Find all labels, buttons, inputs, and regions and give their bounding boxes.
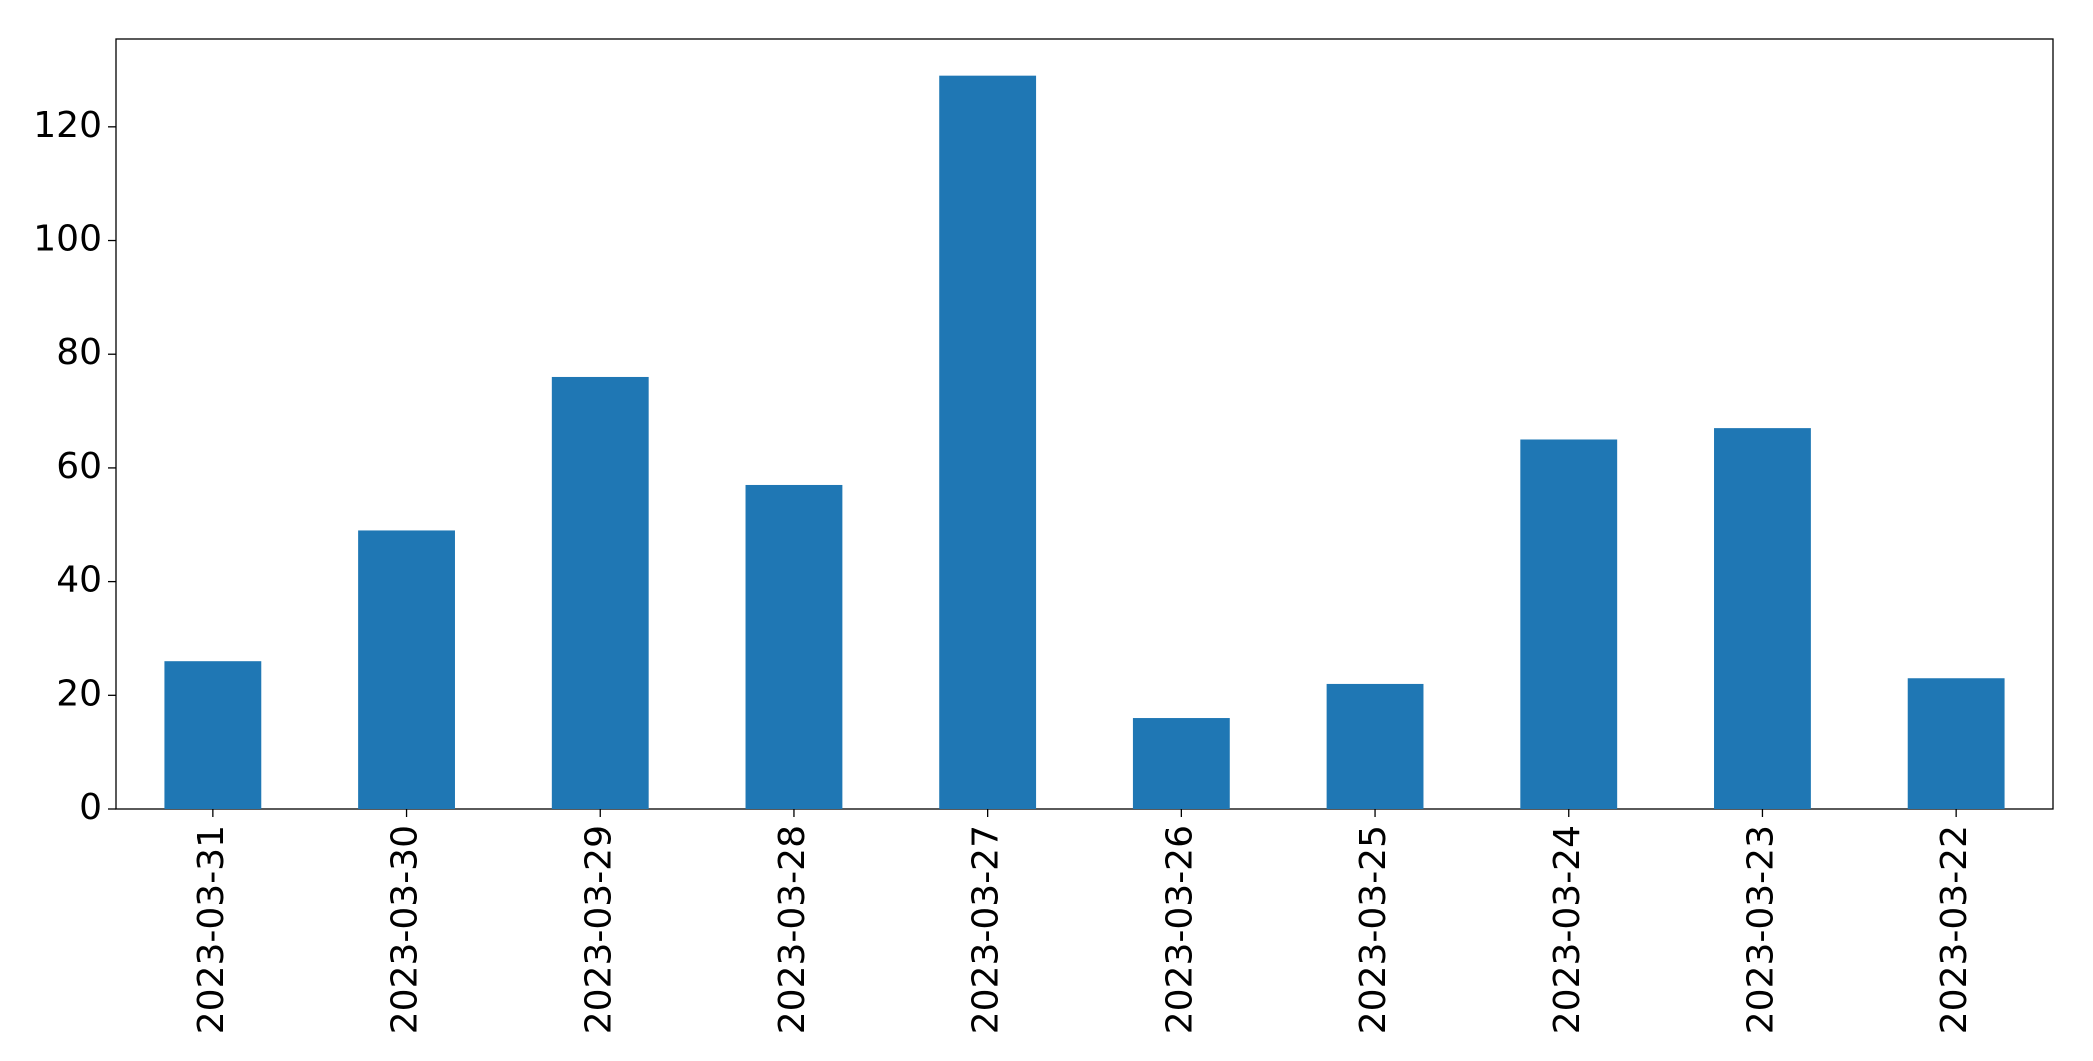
bar: [164, 661, 262, 809]
x-tick-label: 2023-03-22: [1934, 825, 1975, 1034]
bar: [1907, 678, 2005, 809]
bar: [745, 484, 843, 809]
bar: [1714, 428, 1811, 809]
plot-frame: [115, 38, 2054, 810]
x-tick-label: 2023-03-29: [578, 825, 619, 1034]
bar: [1520, 439, 1618, 809]
x-tick-label: 2023-03-30: [385, 825, 426, 1034]
x-tick-label: 2023-03-27: [966, 825, 1007, 1034]
y-tick-label: 20: [56, 673, 102, 714]
x-tick-label: 2023-03-28: [772, 825, 813, 1034]
bar: [1132, 718, 1230, 809]
x-tick-label: 2023-03-25: [1353, 825, 1394, 1034]
y-tick-label: 0: [79, 787, 102, 828]
y-tick-label: 80: [56, 332, 102, 373]
y-tick-label: 100: [33, 219, 102, 260]
x-tick-label: 2023-03-26: [1159, 825, 1200, 1034]
x-tick-label: 2023-03-31: [191, 825, 232, 1034]
bar: [939, 75, 1037, 809]
y-tick-label: 60: [56, 446, 102, 487]
bar: [551, 376, 649, 809]
bar: [1326, 683, 1424, 809]
bar: [358, 530, 455, 809]
y-tick-label: 120: [33, 105, 102, 146]
x-tick-label: 2023-03-23: [1740, 825, 1781, 1034]
x-tick-label: 2023-03-24: [1547, 825, 1588, 1034]
y-tick-label: 40: [56, 560, 102, 601]
